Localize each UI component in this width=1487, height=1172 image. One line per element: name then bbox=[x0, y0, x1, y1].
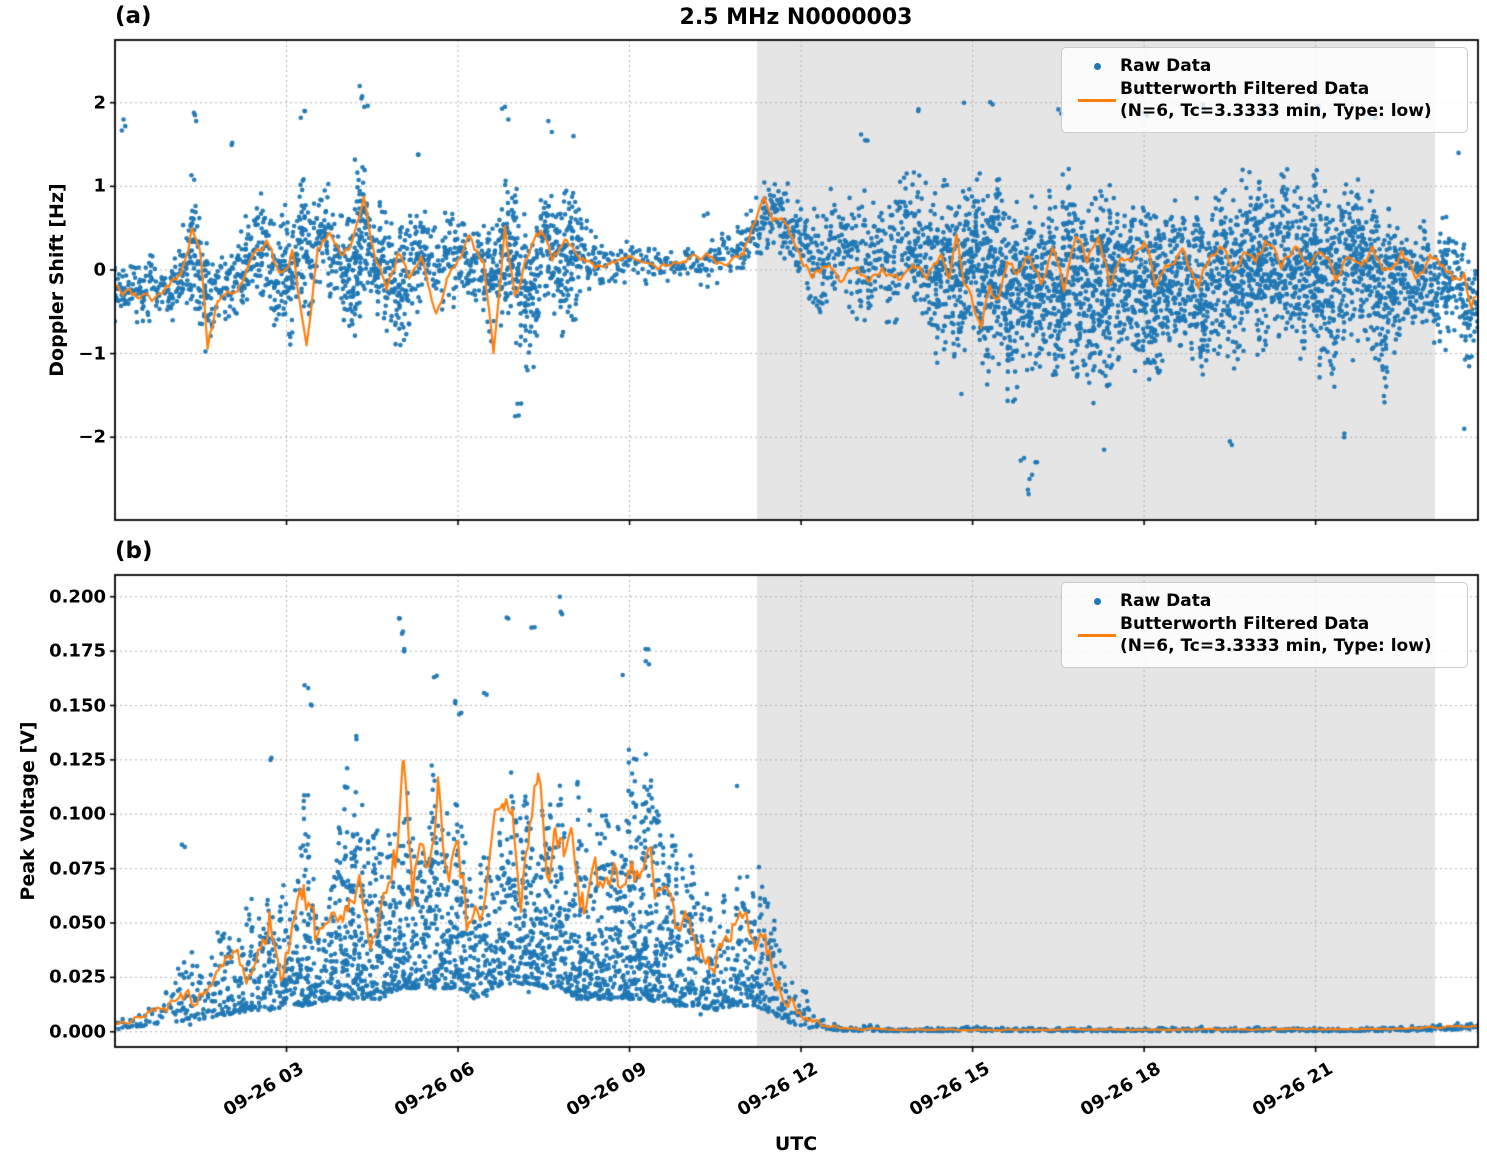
panel-b-y-tick-label: 0.025 bbox=[49, 966, 106, 988]
panel-b-y-axis-label: Peak Voltage [V] bbox=[17, 721, 39, 901]
legend-filtered-line1: Butterworth Filtered Data bbox=[1120, 78, 1370, 99]
panel-b-y-tick-label: 0.150 bbox=[49, 695, 106, 716]
panel-a-y-tick-label: 0 bbox=[93, 259, 106, 281]
panel-b-label: (b) bbox=[115, 538, 153, 564]
legend-filtered-label: Butterworth Filtered Data (N=6, Tc=3.333… bbox=[1120, 79, 1432, 123]
panel-b-y-tick-label: 0.125 bbox=[49, 749, 106, 771]
x-axis-label: UTC bbox=[774, 1133, 818, 1155]
filtered-data-line-icon bbox=[1074, 99, 1120, 102]
legend-filtered-line1: Butterworth Filtered Data bbox=[1120, 613, 1370, 634]
filtered-data-line-icon bbox=[1074, 634, 1120, 637]
panel-a-y-axis-label: Doppler Shift [Hz] bbox=[46, 183, 68, 377]
legend-entry-raw: Raw Data bbox=[1074, 56, 1457, 78]
panel-b-y-tick-label: 0.075 bbox=[49, 858, 106, 880]
panel-b-y-tick-label: 0.200 bbox=[49, 586, 106, 608]
panel-b-y-tick-label: 0.100 bbox=[49, 803, 106, 825]
legend-panel-b: Raw Data Butterworth Filtered Data (N=6,… bbox=[1061, 582, 1468, 669]
legend-filtered-label: Butterworth Filtered Data (N=6, Tc=3.333… bbox=[1120, 614, 1432, 658]
legend-entry-filtered: Butterworth Filtered Data (N=6, Tc=3.333… bbox=[1074, 614, 1457, 658]
legend-entry-filtered: Butterworth Filtered Data (N=6, Tc=3.333… bbox=[1074, 79, 1457, 123]
raw-data-dot-icon bbox=[1074, 63, 1120, 71]
legend-raw-label: Raw Data bbox=[1120, 591, 1212, 611]
panel-b-y-tick-label: 0.050 bbox=[49, 912, 106, 934]
legend-panel-a: Raw Data Butterworth Filtered Data (N=6,… bbox=[1061, 47, 1468, 134]
legend-raw-label: Raw Data bbox=[1120, 56, 1212, 76]
legend-filtered-line2: (N=6, Tc=3.3333 min, Type: low) bbox=[1120, 100, 1432, 121]
legend-entry-raw: Raw Data bbox=[1074, 591, 1457, 613]
panel-a-y-tick-label: 1 bbox=[93, 175, 106, 197]
legend-filtered-line2: (N=6, Tc=3.3333 min, Type: low) bbox=[1120, 635, 1432, 656]
panel-b-y-tick-label: 0.000 bbox=[49, 1021, 106, 1043]
raw-data-dot-icon bbox=[1074, 598, 1120, 606]
panel-b-y-tick-label: 0.175 bbox=[49, 640, 106, 662]
panel-a-y-tick-label: −2 bbox=[78, 426, 106, 448]
page-title: 2.5 MHz N0000003 bbox=[679, 5, 913, 30]
panel-a-y-tick-label: −1 bbox=[78, 343, 106, 365]
panel-a-y-tick-label: 2 bbox=[93, 92, 106, 114]
panel-a-label: (a) bbox=[115, 3, 152, 29]
